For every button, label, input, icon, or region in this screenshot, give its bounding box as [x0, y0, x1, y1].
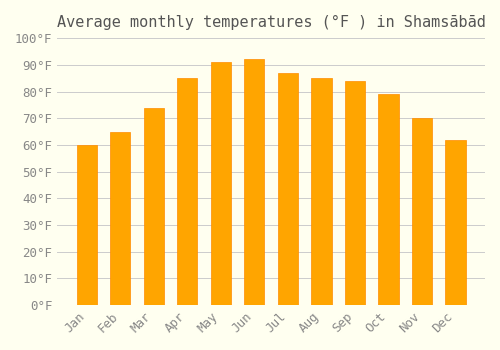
Bar [278, 73, 298, 305]
Bar [144, 107, 164, 305]
Bar [244, 60, 264, 305]
Bar [446, 140, 466, 305]
Bar [178, 78, 198, 305]
Bar [345, 81, 365, 305]
Bar [412, 118, 432, 305]
Bar [77, 145, 97, 305]
Title: Average monthly temperatures (°F ) in Shamsābād: Average monthly temperatures (°F ) in Sh… [56, 15, 486, 30]
Bar [211, 62, 231, 305]
Bar [110, 132, 130, 305]
Bar [312, 78, 332, 305]
Bar [378, 94, 398, 305]
